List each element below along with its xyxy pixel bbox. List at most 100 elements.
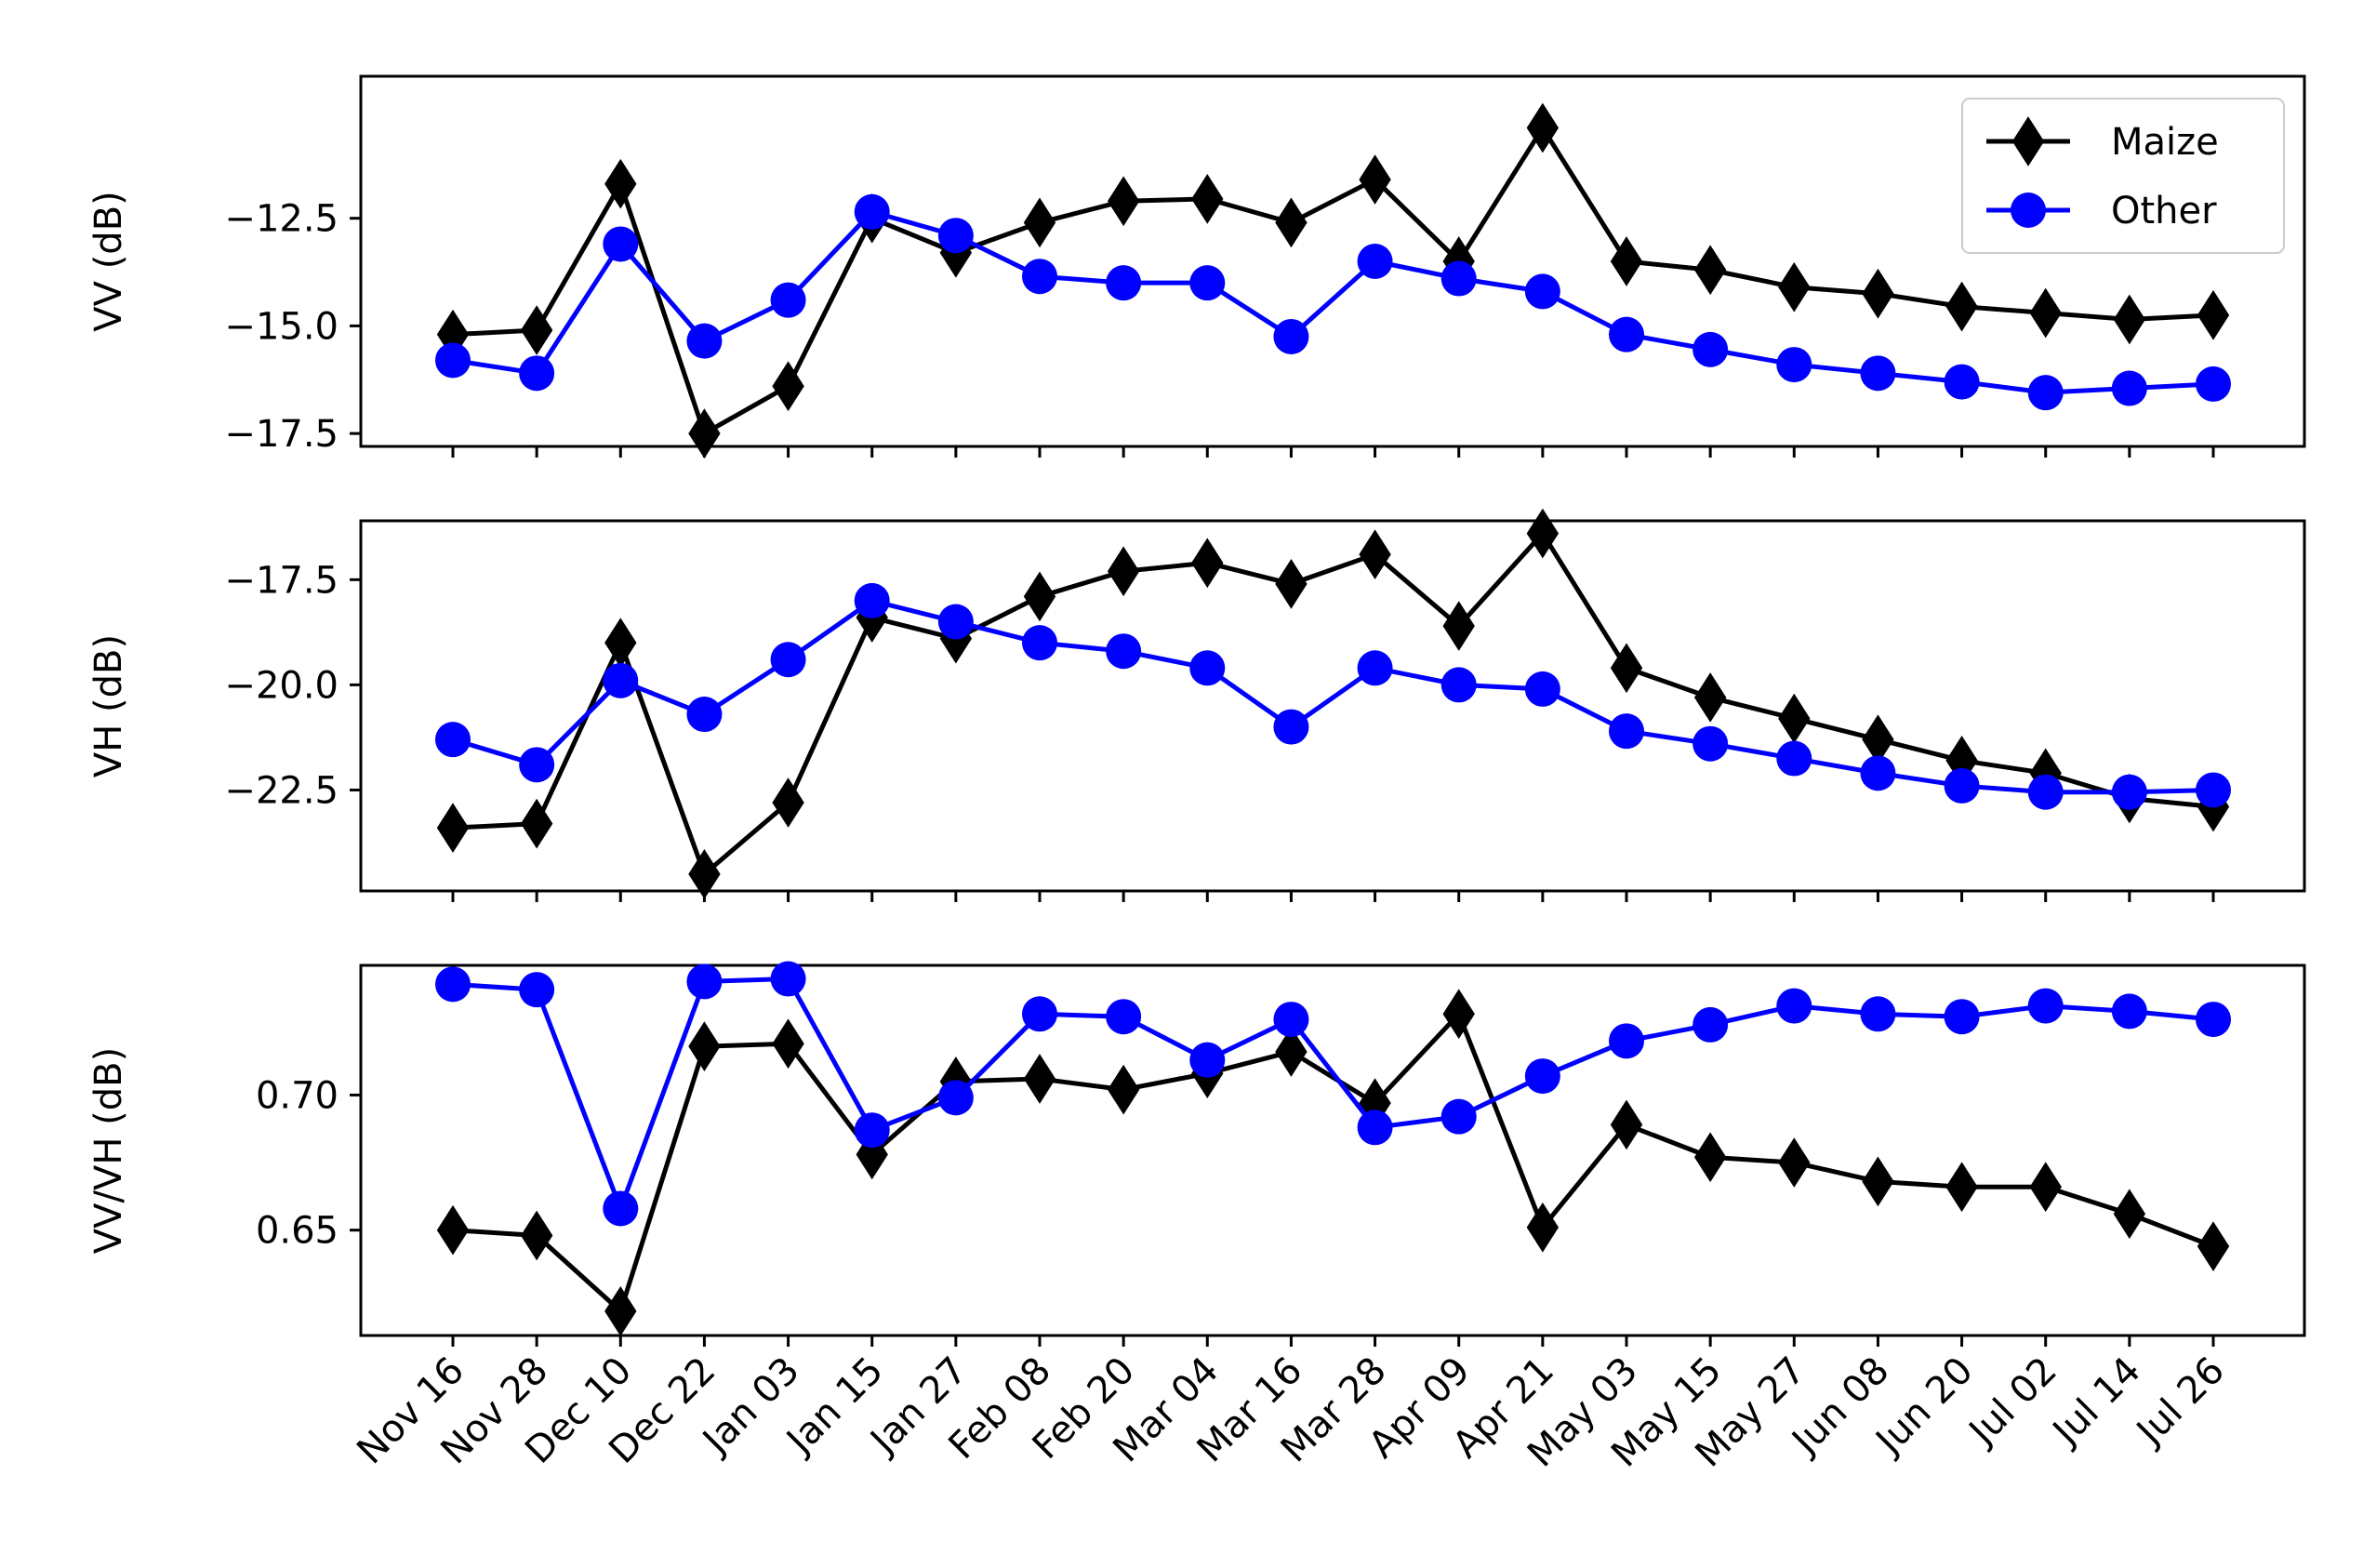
data-point-maize (1191, 538, 1224, 589)
data-point-other (1944, 999, 1980, 1035)
legend-marker-maize (2011, 116, 2045, 166)
series-line-maize (452, 1011, 2214, 1314)
data-point-other (1273, 709, 1309, 745)
data-point-other (1106, 265, 1142, 301)
data-point-other (1189, 650, 1226, 686)
data-point-other (1609, 316, 1644, 352)
data-point-other (2027, 375, 2064, 411)
data-point-maize (1023, 1054, 1056, 1104)
data-point-maize (1693, 672, 1727, 723)
data-point-other (686, 963, 723, 1000)
data-point-maize (772, 777, 804, 828)
data-point-maize (2113, 1189, 2146, 1240)
y-axis-label-vv-db: VV (dB) (87, 191, 130, 331)
data-point-maize (1610, 236, 1643, 286)
data-point-other (2111, 774, 2147, 810)
y-tick-label-vv-vh-db: 0.70 (256, 1074, 339, 1117)
data-point-maize (1945, 281, 1978, 332)
data-point-maize (1107, 546, 1140, 597)
data-point-other (2111, 993, 2147, 1030)
data-point-maize (1275, 558, 1308, 609)
y-tick-label-vv-db: −17.5 (224, 413, 339, 456)
axes-frame-vv-vh-db (359, 963, 2306, 1337)
data-point-other (1022, 259, 1057, 295)
data-point-maize (2113, 294, 2146, 345)
data-point-other (1022, 996, 1057, 1032)
legend-label-maize: Maize (2111, 121, 2219, 164)
data-point-maize (1107, 1064, 1140, 1115)
legend-entry-other: Other (1986, 190, 2217, 233)
data-point-maize (1023, 197, 1056, 248)
data-point-other (435, 342, 471, 379)
data-point-maize (520, 305, 553, 355)
data-point-other (854, 193, 890, 230)
legend-marker-other (2011, 193, 2046, 228)
data-point-other (603, 226, 639, 262)
data-point-maize (1862, 268, 1894, 319)
data-point-other (1860, 355, 1896, 392)
data-point-other (603, 662, 639, 698)
data-point-other (1860, 996, 1896, 1032)
data-point-other (2027, 988, 2064, 1024)
data-point-other (1357, 650, 1393, 686)
series-other-vv-vh-db (435, 961, 2231, 1227)
data-point-maize (1442, 989, 1475, 1040)
data-point-maize (1693, 245, 1727, 296)
y-tick-label-vh-db: −17.5 (224, 559, 339, 602)
data-point-maize (1526, 1202, 1560, 1253)
data-point-other (1693, 725, 1729, 762)
data-point-other (2111, 370, 2147, 406)
data-point-other (1273, 1002, 1309, 1038)
data-point-maize (1526, 102, 1560, 153)
series-other-vh-db (435, 582, 2231, 810)
data-point-other (1524, 1058, 1560, 1095)
series-line-maize (452, 531, 2214, 877)
data-point-maize (688, 1021, 721, 1072)
data-point-other (1357, 1110, 1393, 1146)
data-point-other (435, 966, 471, 1003)
data-point-other (1357, 244, 1393, 279)
legend-entry-maize: Maize (1986, 116, 2219, 166)
panel-vv-db: −12.5 −15.0 −17.5 VV (dB) (87, 74, 2306, 458)
data-point-other (1776, 988, 1812, 1024)
y-axis-label-vh-db: VH (dB) (87, 634, 130, 777)
data-point-other (770, 961, 806, 997)
data-point-other (1106, 999, 1142, 1035)
data-point-other (1440, 260, 1477, 297)
data-point-maize (520, 1210, 553, 1261)
data-point-other (1524, 273, 1560, 310)
data-point-other (937, 604, 974, 640)
series-other-vv-db (435, 193, 2231, 411)
data-point-maize (1191, 174, 1224, 224)
data-point-maize (1693, 1132, 1727, 1183)
data-point-other (435, 722, 471, 758)
data-point-other (1524, 671, 1560, 707)
panels: −12.5 −15.0 −17.5 VV (dB) −17.5 −20.0 −22.5 VH … (87, 74, 2306, 1347)
data-point-other (1609, 713, 1644, 750)
data-point-other (2196, 772, 2231, 808)
data-point-maize (520, 798, 553, 849)
data-point-maize (1610, 643, 1643, 694)
panel-vh-db: −17.5 −20.0 −22.5 VH (dB) (87, 508, 2306, 902)
data-point-maize (1275, 197, 1308, 248)
data-point-other (937, 1080, 974, 1116)
data-point-maize (1107, 176, 1140, 227)
data-point-other (1776, 740, 1812, 777)
series-maize-vv-db (436, 102, 2230, 458)
series-line-other (452, 977, 2214, 1211)
data-point-maize (1359, 529, 1391, 580)
data-point-maize (604, 1285, 637, 1336)
data-point-other (1693, 1006, 1729, 1043)
data-point-other (1944, 364, 1980, 400)
data-point-other (854, 582, 890, 618)
data-point-maize (1862, 1156, 1894, 1207)
series-line-other (452, 598, 2214, 795)
data-point-other (2196, 365, 2231, 402)
data-point-other (937, 218, 974, 254)
data-point-maize (1275, 1027, 1308, 1077)
data-point-maize (2029, 287, 2062, 339)
data-point-other (770, 282, 806, 318)
data-point-other (1440, 1098, 1477, 1135)
data-point-other (2196, 1002, 2231, 1038)
